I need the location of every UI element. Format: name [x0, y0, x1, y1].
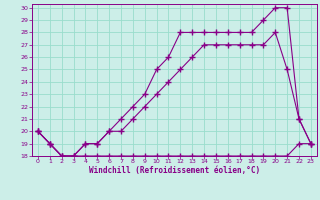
X-axis label: Windchill (Refroidissement éolien,°C): Windchill (Refroidissement éolien,°C) — [89, 166, 260, 175]
